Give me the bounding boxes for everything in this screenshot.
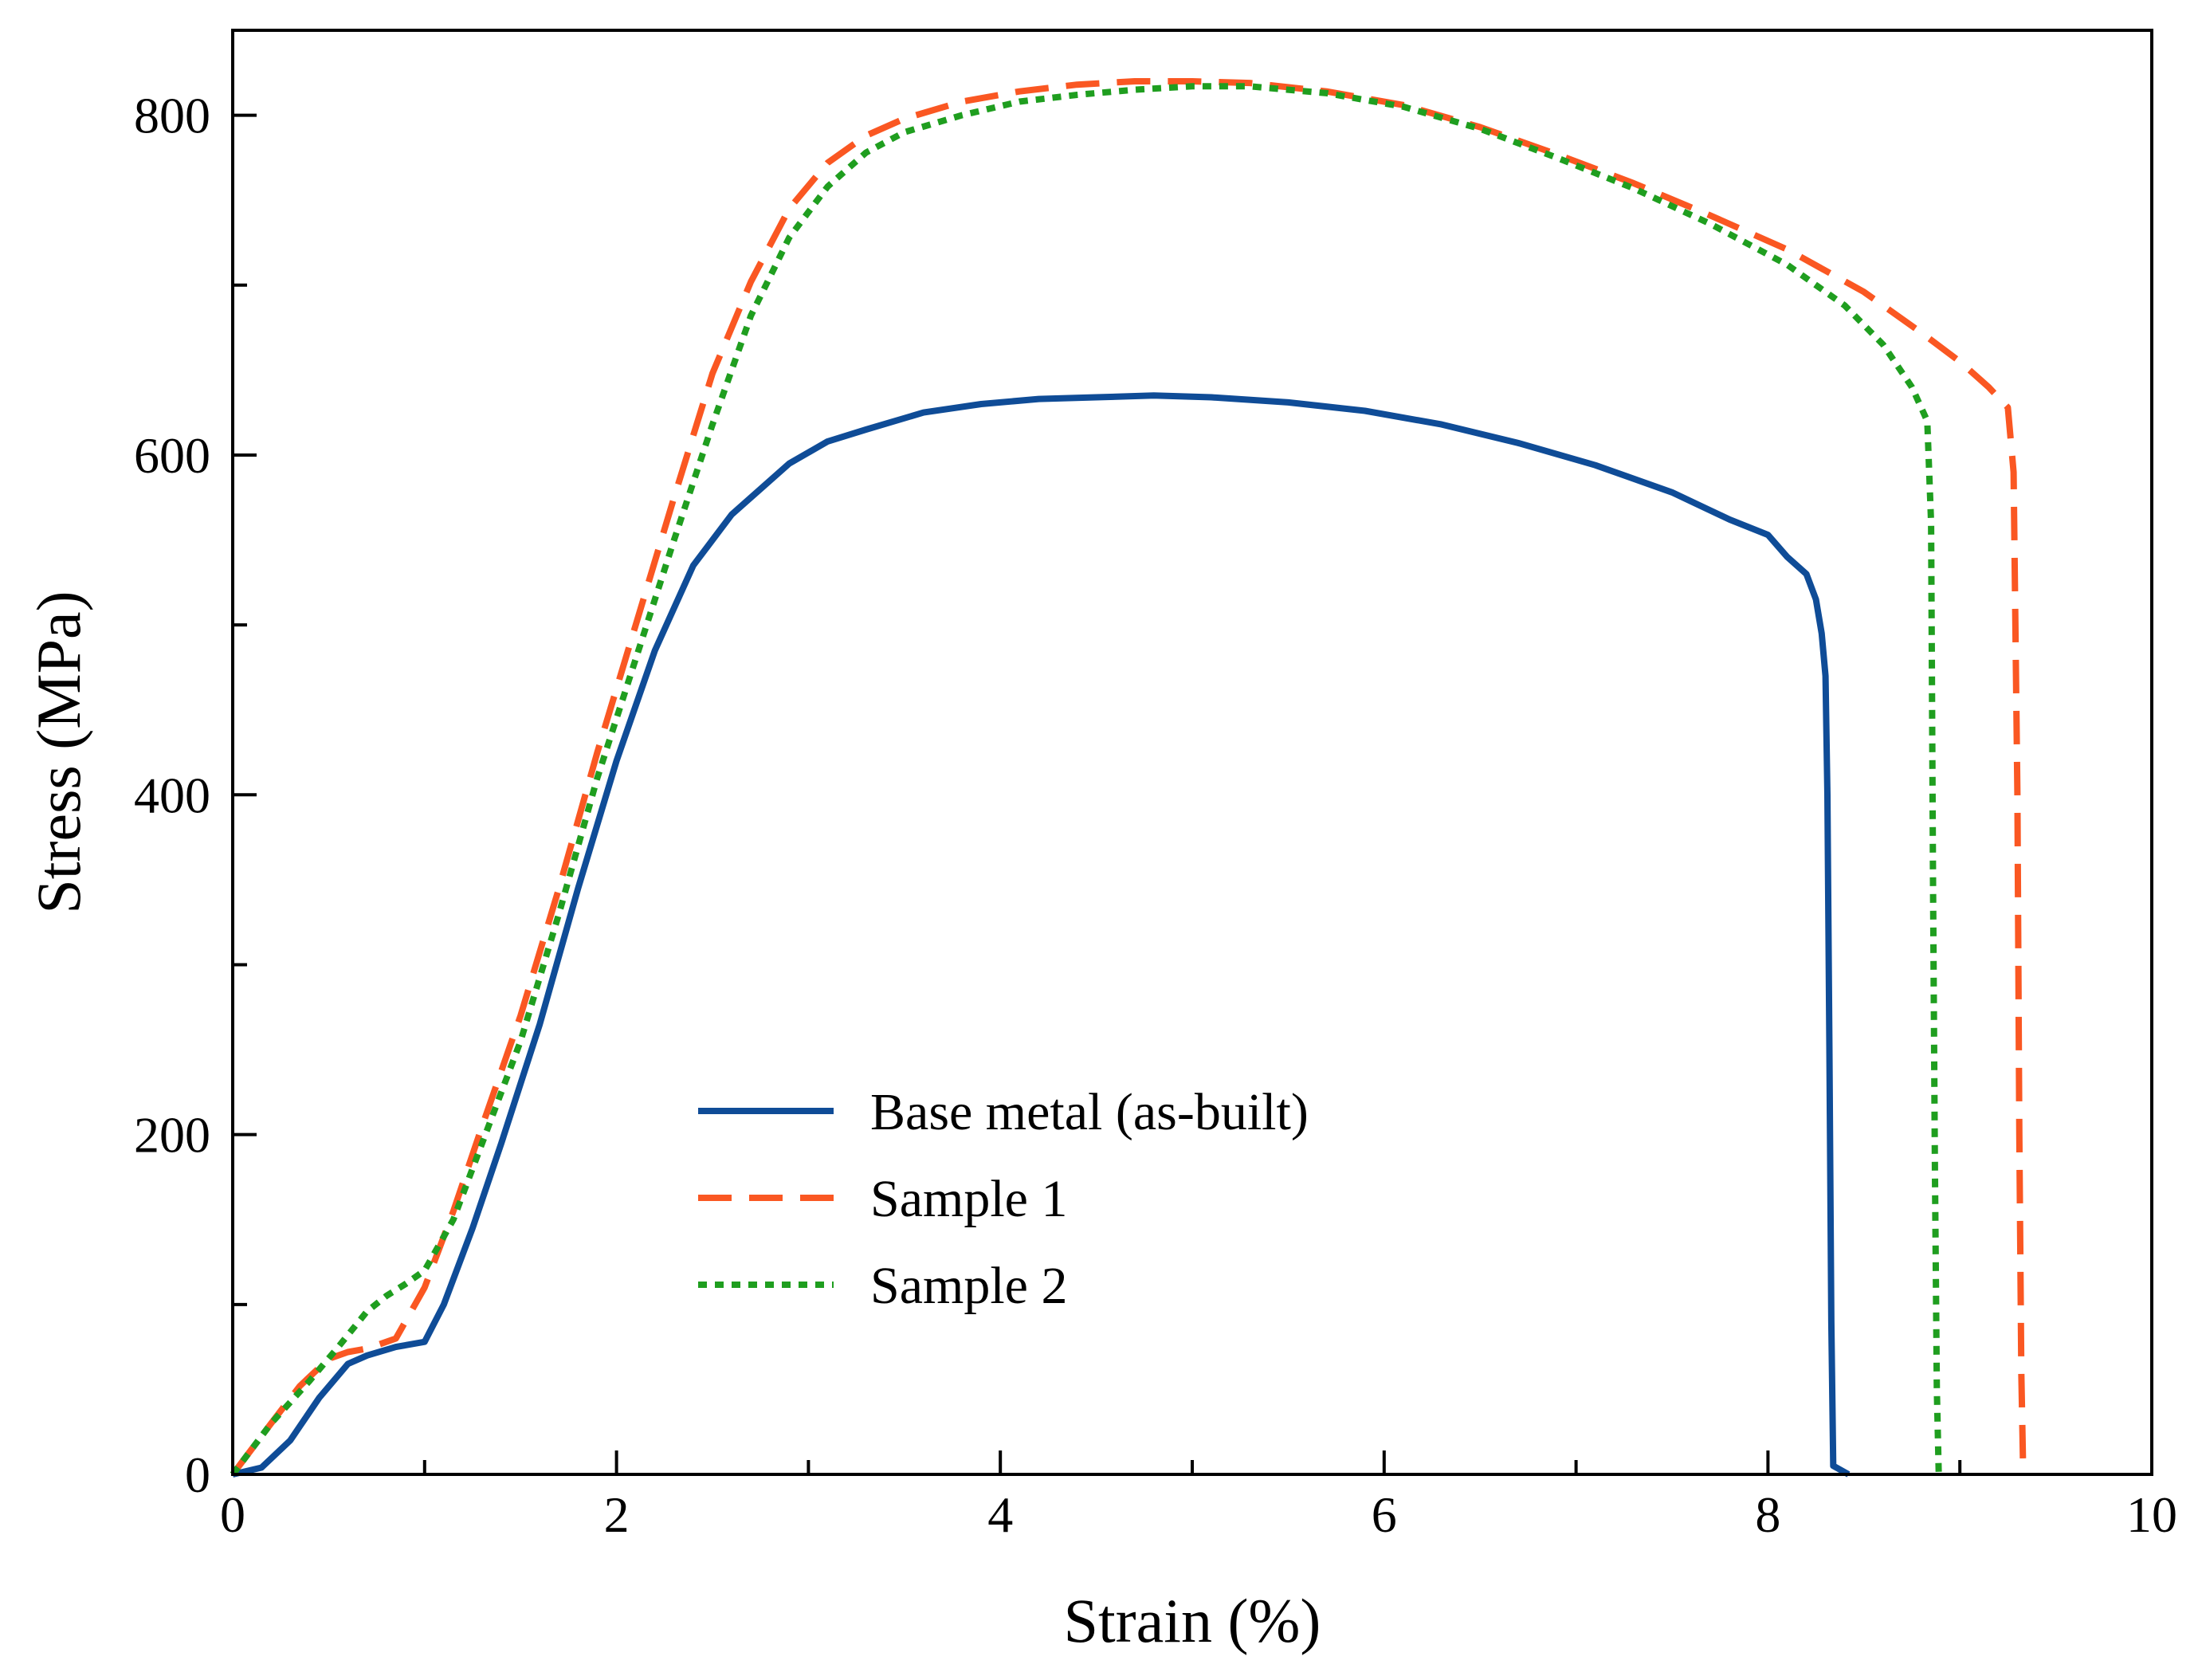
legend-label-base-metal: Base metal (as-built) — [870, 1083, 1309, 1141]
series-line-base-metal — [232, 392, 1851, 1478]
y-axis-title: Stress (MPa) — [24, 591, 93, 913]
x-tick-label: 8 — [1755, 1486, 1780, 1543]
x-tick-label: 6 — [1372, 1486, 1397, 1543]
y-tick-label: 200 — [134, 1107, 210, 1164]
series-line-sample-2 — [230, 83, 1942, 1477]
series-line-sample-1 — [230, 78, 2027, 1477]
y-tick-label: 600 — [134, 427, 210, 484]
y-tick-label: 0 — [185, 1446, 210, 1503]
x-tick-label: 0 — [220, 1486, 245, 1543]
tick-layer — [233, 113, 1962, 1474]
plot-frame — [231, 29, 2153, 1476]
series-layer — [230, 78, 2027, 1478]
x-tick-labels: 0 2 4 6 8 10 — [220, 1486, 2177, 1543]
y-tick-label: 800 — [134, 88, 210, 144]
legend-label-sample-1: Sample 1 — [870, 1170, 1067, 1228]
legend: Base metal (as-built) Sample 1 Sample 2 — [698, 1083, 1309, 1315]
legend-label-sample-2: Sample 2 — [870, 1257, 1067, 1315]
y-tick-label: 400 — [134, 767, 210, 823]
x-tick-label: 2 — [604, 1486, 630, 1543]
x-axis-title: Strain (%) — [1064, 1586, 1321, 1655]
x-tick-label: 10 — [2126, 1486, 2177, 1543]
y-tick-labels: 0 200 400 600 800 — [134, 88, 210, 1503]
x-tick-label: 4 — [987, 1486, 1013, 1543]
